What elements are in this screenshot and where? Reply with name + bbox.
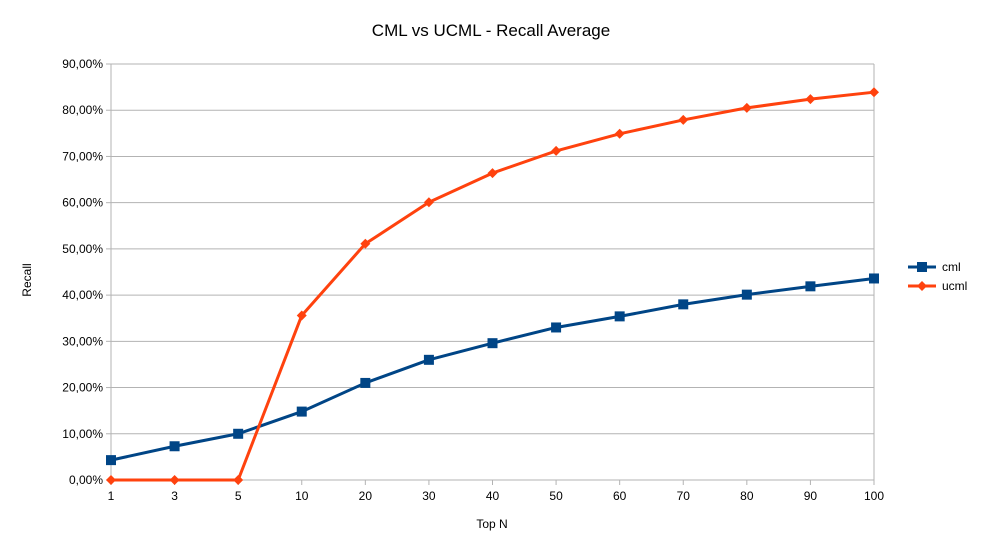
x-tick-label: 1	[108, 489, 115, 503]
y-axis-title: Recall	[20, 263, 34, 296]
data-point-ucml	[741, 102, 752, 113]
y-tick-label: 70,00%	[62, 149, 103, 163]
data-point-ucml	[360, 238, 371, 249]
y-tick-label: 50,00%	[62, 242, 103, 256]
y-tick-label: 40,00%	[62, 288, 103, 302]
data-point-ucml	[233, 475, 244, 485]
legend-label: cml	[942, 260, 961, 274]
data-point-ucml	[106, 475, 116, 485]
legend-item-cml: cml	[908, 260, 961, 274]
y-tick-label: 90,00%	[62, 57, 103, 71]
series-ucml	[106, 87, 879, 485]
x-tick-label: 3	[171, 489, 178, 503]
x-axis-title: Top N	[476, 517, 507, 531]
y-tick-label: 10,00%	[62, 427, 103, 441]
data-point-ucml	[423, 197, 434, 208]
series-line-cml	[110, 276, 875, 462]
x-tick-label: 20	[359, 489, 373, 503]
data-point-ucml	[869, 87, 879, 98]
data-point-ucml	[678, 114, 689, 125]
data-point-cml	[296, 406, 307, 417]
y-tick-label: 30,00%	[62, 334, 103, 348]
x-axis-tick-labels: 1 3 5 10 20 30 40 50 60 70 80 90 100	[108, 489, 885, 503]
legend: cml ucml	[908, 260, 967, 293]
series-group	[106, 87, 879, 485]
x-tick-label: 60	[613, 489, 627, 503]
data-point-cml	[614, 311, 625, 322]
x-tick-label: 10	[295, 489, 309, 503]
data-point-ucml	[805, 94, 816, 105]
data-point-cml	[551, 322, 562, 333]
legend-marker-ucml	[917, 281, 927, 291]
data-point-cml	[233, 428, 244, 439]
data-point-ucml	[169, 475, 180, 485]
series-cml	[106, 273, 879, 466]
chart-title: CML vs UCML - Recall Average	[372, 21, 610, 40]
gridlines	[111, 63, 874, 481]
x-tick-label: 100	[864, 489, 884, 503]
x-tick-label: 70	[677, 489, 691, 503]
data-point-cml	[360, 377, 371, 388]
data-point-ucml	[551, 145, 562, 156]
legend-marker-cml	[917, 262, 927, 272]
data-point-cml	[106, 455, 116, 466]
x-tick-label: 80	[740, 489, 754, 503]
legend-item-ucml: ucml	[908, 279, 967, 293]
data-point-cml	[169, 441, 180, 452]
data-point-cml	[487, 338, 498, 349]
x-tick-label: 90	[804, 489, 818, 503]
axes	[106, 63, 875, 485]
data-point-ucml	[296, 310, 307, 321]
y-axis-tick-labels: 0,00% 10,00% 20,00% 30,00% 40,00% 50,00% 60,00…	[62, 57, 103, 487]
series-line-ucml	[111, 90, 875, 482]
data-point-ucml	[487, 168, 498, 179]
legend-label: ucml	[942, 279, 967, 293]
y-tick-label: 0,00%	[69, 473, 103, 487]
data-point-ucml	[614, 128, 625, 139]
data-point-cml	[805, 281, 816, 292]
y-tick-label: 20,00%	[62, 381, 103, 395]
y-tick-label: 80,00%	[62, 103, 103, 117]
data-point-cml	[869, 273, 879, 284]
x-tick-label: 50	[549, 489, 563, 503]
x-tick-label: 40	[486, 489, 500, 503]
x-tick-label: 30	[422, 489, 436, 503]
data-point-cml	[423, 354, 434, 365]
data-point-cml	[678, 299, 689, 310]
y-tick-label: 60,00%	[62, 196, 103, 210]
x-tick-label: 5	[235, 489, 242, 503]
data-point-cml	[741, 289, 752, 300]
